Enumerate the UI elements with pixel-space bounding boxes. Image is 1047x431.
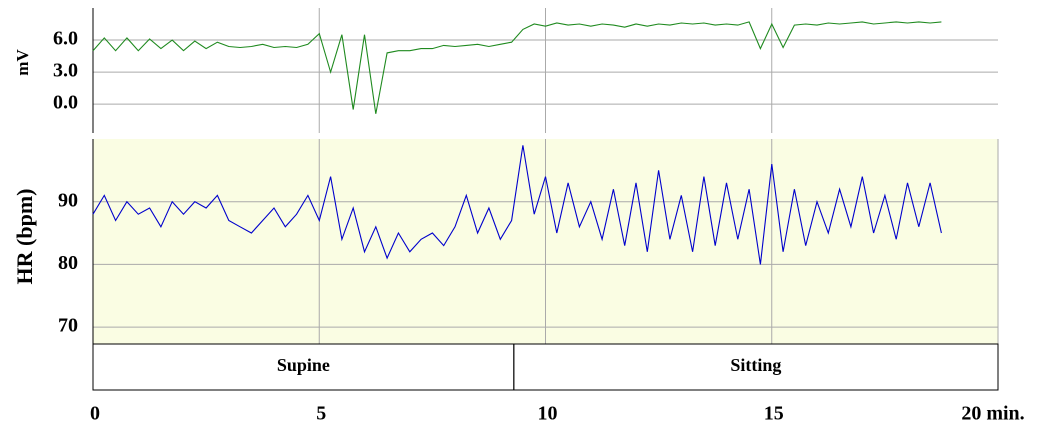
y-tick-label: 6.0 <box>53 28 78 50</box>
y-tick-label: 90 <box>58 189 78 211</box>
y-tick-label: 80 <box>58 252 78 274</box>
y-axis-label: HR (bpm) <box>12 189 37 285</box>
band-label: Supine <box>277 355 330 375</box>
y-axis-label: mV <box>13 49 32 76</box>
data-line <box>92 145 942 265</box>
x-tick-label: 20 min. <box>961 403 1024 425</box>
y-tick-label: 0.0 <box>53 92 78 114</box>
band-label: Sitting <box>730 355 781 375</box>
x-tick-label: 15 <box>764 403 784 425</box>
y-tick-label: 70 <box>58 315 78 337</box>
x-tick-label: 10 <box>538 403 558 425</box>
x-tick-label: 5 <box>316 403 326 425</box>
x-tick-label: 0 <box>90 403 100 425</box>
band-row <box>92 343 999 391</box>
data-line <box>92 21 942 114</box>
band <box>513 343 999 391</box>
y-tick-label: 3.0 <box>53 60 78 82</box>
